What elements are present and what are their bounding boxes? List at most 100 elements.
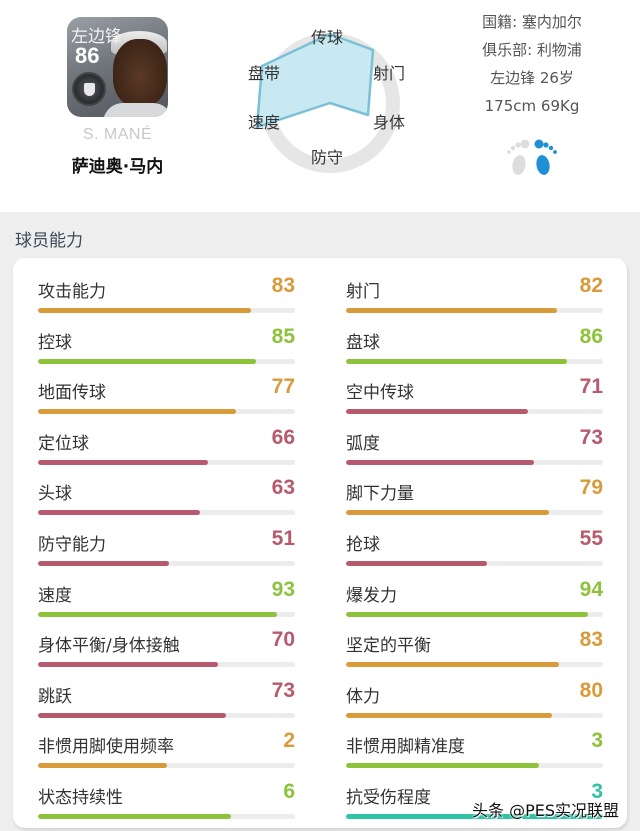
stat-bar-track — [346, 358, 603, 364]
stat-bar-track — [38, 510, 295, 516]
stat-bar-track — [38, 459, 295, 465]
stat-label: 抢球 — [346, 535, 380, 555]
position-age: 左边锋 26岁 — [490, 69, 574, 87]
stat-label: 坚定的平衡 — [346, 636, 431, 657]
stat-value: 55 — [579, 527, 603, 550]
stat-bar-track — [346, 763, 603, 769]
stat-bar-fill — [346, 308, 557, 313]
stat-row: 非惯用脚使用频率 2 — [38, 722, 295, 772]
player-photo-shirt — [103, 103, 168, 117]
stat-value: 2 — [283, 729, 295, 753]
stat-bar-fill — [38, 459, 208, 465]
stat-row: 控球 85 — [38, 318, 295, 368]
stat-bar-track — [346, 459, 603, 465]
stat-label: 定位球 — [38, 433, 89, 454]
stat-label: 非惯用脚精准度 — [346, 737, 465, 758]
stat-value: 6 — [283, 780, 295, 803]
stat-bar-fill — [38, 510, 200, 516]
stat-value: 83 — [271, 274, 295, 297]
stat-label: 体力 — [346, 686, 380, 707]
stat-value: 85 — [271, 324, 295, 348]
stat-bar-track — [346, 308, 603, 313]
club: 俱乐部: 利物浦 — [482, 41, 582, 59]
stat-row: 体力 80 — [346, 672, 603, 722]
stat-label: 弧度 — [346, 433, 380, 454]
stat-value: 80 — [579, 678, 603, 702]
stat-bar-track — [346, 409, 603, 415]
stat-label: 地面传球 — [38, 383, 106, 404]
stat-row: 定位球 66 — [38, 419, 295, 469]
stat-row: 攻击能力 83 — [38, 267, 295, 317]
stat-row: 身体平衡/身体接触 70 — [38, 621, 295, 671]
stat-value: 3 — [591, 780, 603, 803]
stat-bar-fill — [38, 358, 257, 364]
stat-bar-fill — [346, 712, 552, 718]
stat-row: 射门 82 — [346, 267, 603, 317]
stat-bar-track — [38, 358, 295, 364]
stat-value: 70 — [271, 628, 295, 652]
stat-bar-track — [38, 763, 295, 769]
stat-label: 射门 — [346, 282, 380, 302]
stat-label: 抗受伤程度 — [346, 788, 431, 808]
stat-value: 66 — [271, 425, 295, 449]
stat-bar-fill — [38, 814, 231, 819]
stat-label: 脚下力量 — [346, 484, 414, 505]
stat-bar-fill — [38, 611, 277, 617]
watermark: 头条 @PES实况联盟 — [472, 801, 620, 820]
stat-bar-track — [38, 662, 295, 668]
radar-chart: 传球 射门 身体 防守 速度 盘带 — [240, 20, 420, 180]
stat-row: 空中传球 71 — [346, 368, 603, 418]
stat-label: 跳跃 — [38, 686, 72, 707]
stat-bar-fill — [38, 662, 218, 668]
stat-value: 73 — [579, 425, 603, 449]
stat-row: 头球 63 — [38, 469, 295, 519]
player-name-chinese: 萨迪奥·马内 — [71, 157, 164, 177]
stat-label: 非惯用脚使用频率 — [38, 737, 174, 758]
stat-bar-track — [346, 814, 603, 819]
stat-value: 93 — [271, 577, 295, 601]
stat-bar-fill — [346, 611, 588, 617]
radar-label-passing: 传球 — [311, 28, 344, 47]
preferred-foot — [503, 138, 567, 178]
radar-label-physical: 身体 — [373, 113, 406, 132]
stat-value: 63 — [271, 476, 295, 500]
stat-value: 86 — [579, 324, 603, 348]
stat-row: 弧度 73 — [346, 419, 603, 469]
player-name-english: S. MANÉ — [82, 126, 153, 143]
stat-label: 状态持续性 — [38, 788, 123, 808]
stat-row: 抗受伤程度 3 — [346, 773, 603, 823]
stat-value: 83 — [579, 628, 603, 652]
stat-label: 控球 — [38, 332, 72, 353]
abilities-card: 攻击能力 83 控球 85 地面传球 77 定位球 66 头球 63 防守能力 51 速度 93 身体平衡/… — [13, 258, 627, 828]
stat-bar-track — [38, 611, 295, 617]
stat-label: 防守能力 — [38, 535, 106, 555]
position-badge: 左边锋 — [71, 27, 122, 47]
stat-row: 抢球 55 — [346, 520, 603, 570]
stat-row: 脚下力量 79 — [346, 469, 603, 519]
stat-bar-track — [38, 409, 295, 415]
radar-label-defense: 防守 — [311, 148, 344, 167]
stat-bar-track — [346, 510, 603, 516]
stat-bar-fill — [346, 561, 488, 566]
section-title: 球员能力 — [15, 231, 83, 251]
stat-bar-fill — [38, 308, 252, 313]
stat-row: 跳跃 73 — [38, 672, 295, 722]
stat-label: 空中传球 — [346, 383, 414, 404]
player-card-avatar[interactable]: 左边锋 86 — [67, 17, 168, 117]
stat-label: 爆发力 — [346, 585, 397, 606]
stat-bar-fill — [38, 712, 226, 718]
stat-bar-track — [346, 561, 603, 566]
stat-row: 防守能力 51 — [38, 520, 295, 570]
stat-bar-fill — [346, 409, 529, 415]
player-photo — [113, 39, 167, 107]
stat-row: 状态持续性 6 — [38, 773, 295, 823]
stat-value: 82 — [579, 274, 603, 297]
stat-label: 速度 — [38, 585, 72, 606]
stat-value: 79 — [579, 476, 603, 500]
stat-label: 盘球 — [346, 332, 380, 353]
stat-bar-fill — [346, 510, 550, 516]
overall-rating: 86 — [75, 43, 100, 68]
stat-row: 盘球 86 — [346, 318, 603, 368]
stat-bar-fill — [346, 358, 568, 364]
radar-label-dribbling: 盘带 — [248, 64, 281, 83]
